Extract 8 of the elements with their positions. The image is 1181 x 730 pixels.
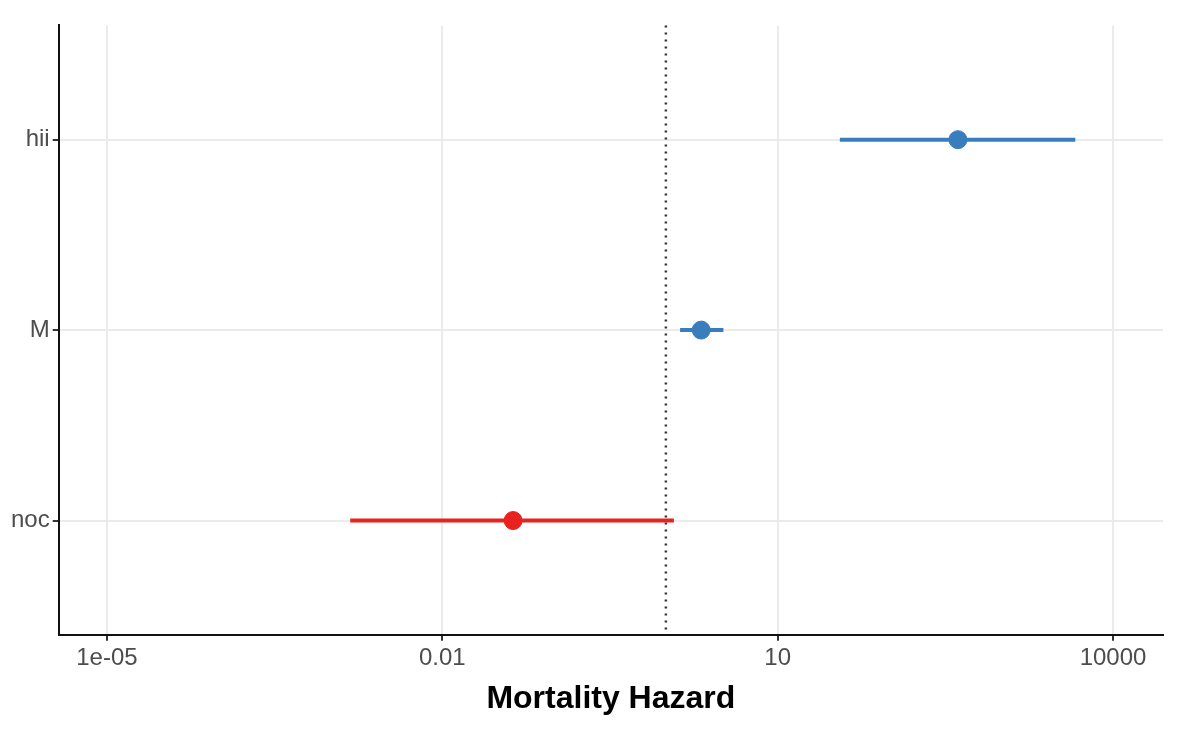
- x-tick-label: 1e-05: [76, 642, 138, 670]
- x-axis-title: Mortality Hazard: [486, 678, 736, 715]
- x-tick-label: 0.01: [418, 642, 466, 670]
- y-tick-label: noc: [10, 505, 50, 533]
- x-tick-label: 10: [764, 642, 792, 670]
- y-tick-label: M: [29, 314, 50, 342]
- y-tick-label: hii: [25, 124, 50, 152]
- x-tick-label: 10000: [1079, 642, 1147, 670]
